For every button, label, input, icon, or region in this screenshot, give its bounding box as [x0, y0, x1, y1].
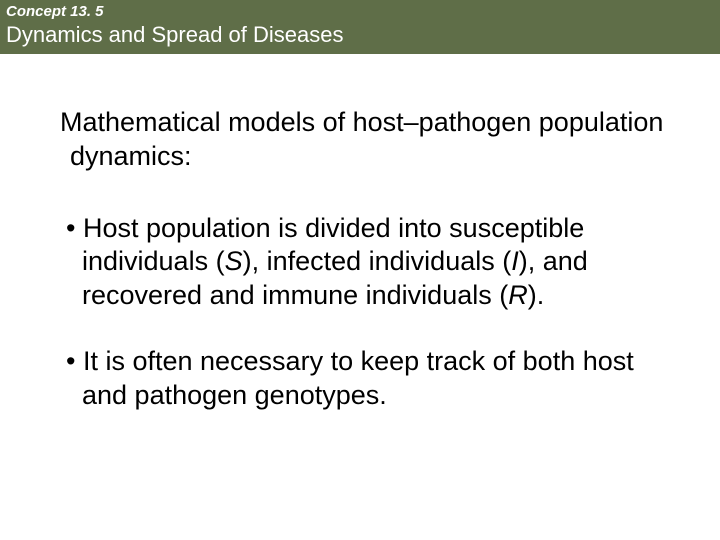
- bullet1-end: ).: [528, 280, 545, 310]
- bullet-1: • Host population is divided into suscep…: [60, 212, 670, 313]
- slide-content: Mathematical models of host–pathogen pop…: [0, 54, 720, 412]
- slide-header: Concept 13. 5 Dynamics and Spread of Dis…: [0, 0, 720, 54]
- var-i: I: [511, 246, 519, 276]
- intro-text: Mathematical models of host–pathogen pop…: [60, 106, 670, 174]
- header-title: Dynamics and Spread of Diseases: [6, 22, 714, 48]
- concept-label: Concept 13. 5: [6, 3, 714, 20]
- var-s: S: [225, 246, 243, 276]
- var-r: R: [508, 280, 528, 310]
- bullet1-mid1: ), infected individuals (: [243, 246, 512, 276]
- bullet-2: • It is often necessary to keep track of…: [60, 345, 670, 413]
